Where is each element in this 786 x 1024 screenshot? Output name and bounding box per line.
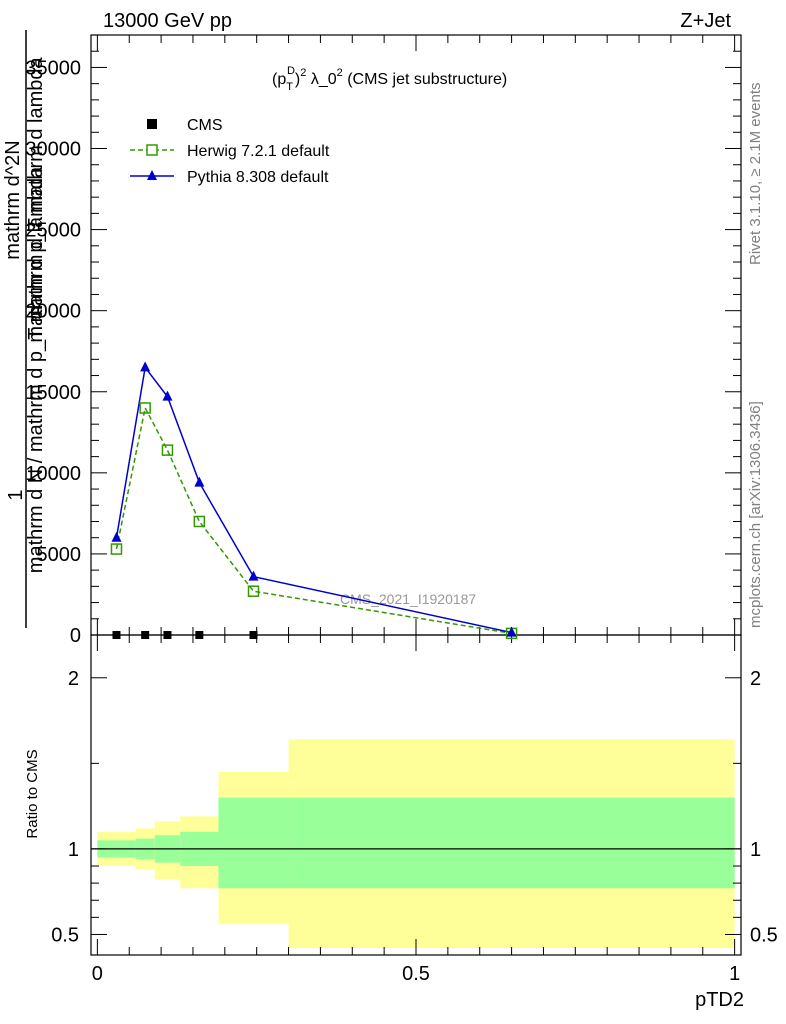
ratio-ytick-label: 2 — [68, 668, 79, 690]
herwig-point — [110, 543, 123, 555]
legend: CMS Herwig 7.2.1 default Pythia 8.308 defa… — [130, 117, 330, 186]
ylabel-numerator: 1 — [5, 489, 27, 500]
pythia-point — [140, 361, 151, 372]
plot-title: (pTD)2 λ_02 (CMS jet substructure) — [272, 65, 507, 93]
legend-herwig-marker — [146, 144, 158, 156]
energy-label: 13000 GeV pp — [103, 10, 232, 32]
main-ytick-label: 0 — [70, 625, 81, 647]
main-ytick-label: 35000 — [25, 57, 81, 79]
herwig-point — [161, 444, 174, 456]
ratio-xtick-label: 0 — [92, 963, 103, 985]
cms-point — [195, 631, 204, 639]
main-axis-ticks: 0 5000 10000 15000 20000 25000 30000 35000 — [25, 35, 741, 647]
cms-point — [163, 631, 172, 639]
main-ytick-label: 30000 — [25, 139, 81, 161]
cms-point — [141, 631, 150, 639]
pythia-point — [162, 390, 173, 401]
ratio-inner-band-bin — [218, 797, 289, 889]
herwig-point — [247, 585, 260, 597]
series-layer — [110, 361, 518, 640]
cms-point — [249, 631, 258, 639]
ylabel-denominator: mathrm d N / mathrm d p_T mathrm d lambd… — [25, 166, 47, 573]
ratio-xtick-label: 0.5 — [402, 963, 430, 985]
ratio-ytick-label-right: 0.5 — [750, 924, 778, 946]
main-ylabel: 1 mathrm d N / mathrm d p_T mathrm d lam… — [2, 30, 47, 628]
ratio-axis-ticks: 0.5 0.5 1 1 2 2 0 0.5 1 — [51, 635, 778, 985]
main-ytick-label: 10000 — [25, 463, 81, 485]
herwig-point — [139, 402, 151, 414]
legend-cms-marker — [147, 119, 157, 129]
ratio-xtick-label: 1 — [729, 963, 740, 985]
herwig-point — [193, 515, 206, 528]
ratio-ylabel: Ratio to CMS — [24, 749, 41, 838]
ratio-ytick-label-right: 1 — [750, 839, 761, 861]
pythia-point — [248, 570, 259, 581]
ratio-ytick-label: 1 — [68, 839, 79, 861]
ratio-ytick-label-right: 2 — [750, 668, 761, 690]
main-ytick-label: 25000 — [25, 220, 81, 242]
cms-point — [112, 631, 121, 639]
ratio-ytick-label: 0.5 — [51, 924, 79, 946]
pythia-point — [194, 476, 205, 487]
mcplots-reference-label: mcplots.cern.ch [arXiv:1306.3436] — [747, 401, 764, 628]
legend-pythia-marker — [147, 170, 157, 180]
xaxis-label: pTD2 — [695, 989, 744, 1011]
legend-herwig-label: Herwig 7.2.1 default — [187, 143, 330, 160]
ratio-bands — [91, 739, 741, 949]
pythia-point — [506, 626, 517, 637]
main-ytick-label: 5000 — [37, 544, 82, 566]
pythia-point — [111, 531, 122, 542]
pythia-line — [115, 365, 512, 634]
herwig-line — [115, 405, 512, 635]
analysis-watermark: CMS_2021_I1920187 — [340, 591, 476, 607]
main-ytick-label: 15000 — [25, 382, 81, 404]
legend-pythia-label: Pythia 8.308 default — [187, 169, 329, 186]
ylabel-inner-denominator: mathrm d p_T mathrm d lambda — [25, 56, 47, 342]
process-label: Z+Jet — [680, 10, 731, 32]
rivet-version-label: Rivet 3.1.10, ≥ 2.1M events — [747, 83, 764, 266]
ratio-inner-band-bin — [288, 797, 735, 889]
ylabel-inner-numerator: mathrm d^2N — [2, 140, 24, 259]
legend-cms-label: CMS — [187, 117, 223, 134]
main-ytick-label: 20000 — [25, 301, 81, 323]
